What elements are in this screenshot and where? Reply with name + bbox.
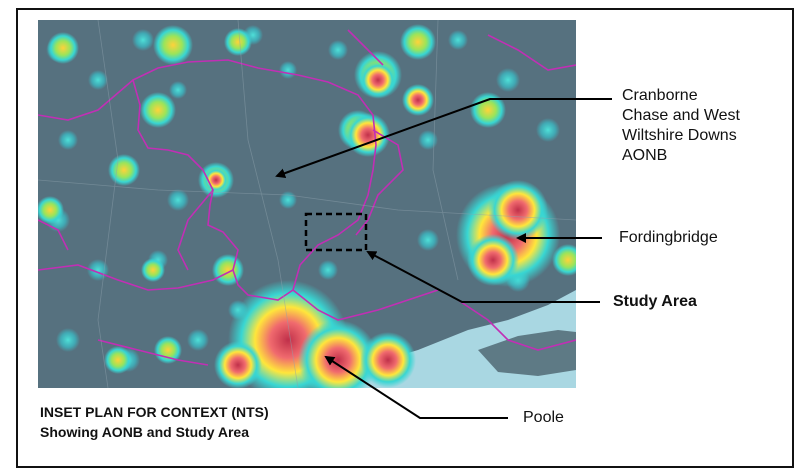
study-area-label: Study Area (613, 293, 697, 310)
island (478, 330, 576, 376)
aonb-label-line: AONB (622, 147, 668, 164)
roads (38, 20, 576, 388)
study-area-leader-line (366, 251, 600, 303)
aonb-label-line: Wiltshire Downs (622, 127, 737, 144)
caption-line-2: Showing AONB and Study Area (40, 424, 249, 440)
poole-label: Poole (523, 409, 564, 426)
heat-hot-spots (204, 62, 560, 388)
study-area-box (304, 212, 368, 252)
aonb-label-line: Chase and West (622, 107, 740, 124)
fordingbridge-label: Fordingbridge (619, 229, 718, 246)
aonb-label: Cranborne Chase and West Wiltshire Downs… (622, 86, 740, 166)
inset-caption: INSET PLAN FOR CONTEXT (NTS) Showing AON… (40, 402, 269, 442)
aonb-boundary (38, 29, 576, 366)
aonb-leader-line (275, 98, 612, 178)
map-canvas (38, 20, 576, 388)
caption-line-1: INSET PLAN FOR CONTEXT (NTS) (40, 404, 269, 420)
annotation-layer (275, 98, 612, 419)
poole-leader-line (324, 355, 508, 419)
heatmap-map (38, 20, 576, 388)
aonb-label-line: Cranborne (622, 87, 698, 104)
